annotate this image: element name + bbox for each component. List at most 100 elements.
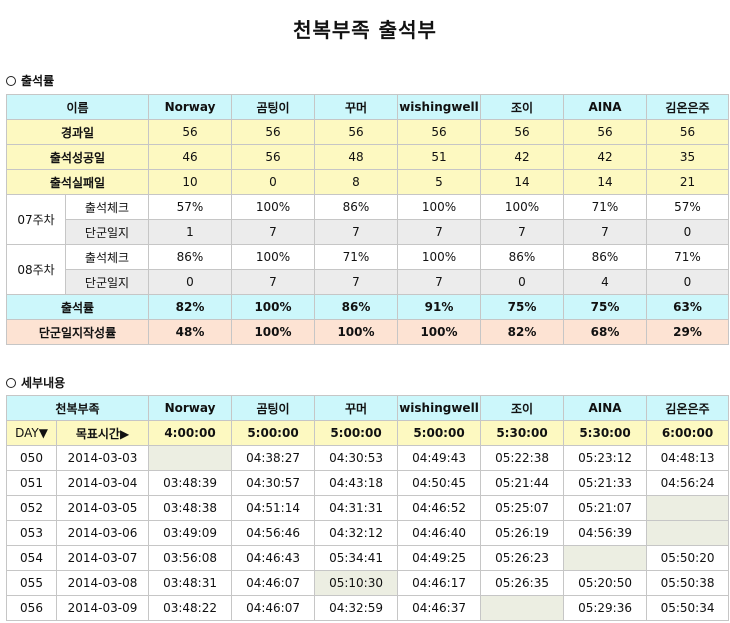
target-time: 5:30:00	[563, 420, 648, 446]
diary-rate-row: 단군일지작성률 48% 100% 100% 100% 82% 68% 29%	[6, 319, 729, 345]
time-cell: 04:56:24	[646, 470, 730, 496]
time-cell: 04:30:57	[231, 470, 316, 496]
week-label: 07주차	[6, 194, 66, 245]
cell: 100%	[480, 194, 564, 220]
time-cell: 04:51:14	[231, 495, 316, 521]
target-time-row: DAY▼ 목표시간▶ 4:00:00 5:00:00 5:00:00 5:00:…	[6, 420, 730, 446]
day-sort-header[interactable]: DAY▼	[6, 420, 57, 446]
row-label: 출석체크	[65, 194, 149, 220]
time-cell: 04:56:39	[563, 520, 648, 546]
time-cell: 05:20:50	[563, 570, 648, 596]
cell: 86%	[314, 294, 398, 320]
section-attendance-rate: 출석률	[6, 72, 54, 89]
cell: 4	[563, 269, 647, 295]
week-label: 08주차	[6, 244, 66, 295]
time-cell: 05:21:44	[480, 470, 565, 496]
date-cell: 2014-03-04	[55, 470, 150, 496]
cell: 7	[231, 269, 315, 295]
cell: 42	[480, 144, 564, 170]
cell: 82%	[480, 319, 564, 345]
cell: 75%	[563, 294, 647, 320]
row-label: 경과일	[6, 119, 149, 145]
target-time: 6:00:00	[646, 420, 730, 446]
time-cell: 05:29:36	[563, 595, 648, 621]
cell: 42	[563, 144, 647, 170]
section-details: 세부내용	[6, 374, 65, 391]
target-time: 4:00:00	[148, 420, 233, 446]
table-row: 051 2014-03-04 03:48:39 04:30:57 04:43:18 04:…	[6, 470, 730, 496]
cell: 100%	[397, 244, 481, 270]
target-time: 5:30:00	[480, 420, 565, 446]
day-cell: 056	[6, 595, 57, 621]
week07-diary-row: 단군일지 1 7 7 7 7 7 0	[6, 219, 729, 245]
table-row: 050 2014-03-03 04:38:27 04:30:53 04:49:43 05:…	[6, 445, 730, 471]
time-cell: 04:50:45	[397, 470, 482, 496]
member-header: 김온은주	[646, 395, 730, 421]
cell: 100%	[397, 319, 481, 345]
cell: 56	[480, 119, 564, 145]
detail-header-row: 천복부족 Norway 곰팅이 꾸머 wishingwell 조이 AINA 김…	[5, 395, 730, 421]
day-cell: 054	[6, 545, 57, 571]
cell: 100%	[231, 194, 315, 220]
time-cell: 04:46:43	[231, 545, 316, 571]
cell: 100%	[231, 294, 315, 320]
cell: 7	[480, 219, 564, 245]
time-cell: 05:50:20	[646, 545, 730, 571]
day-cell: 053	[6, 520, 57, 546]
time-cell: 05:26:19	[480, 520, 565, 546]
time-cell: 05:21:33	[563, 470, 648, 496]
target-time: 5:00:00	[314, 420, 399, 446]
time-cell	[646, 520, 730, 546]
time-cell: 04:48:13	[646, 445, 730, 471]
target-time: 5:00:00	[397, 420, 482, 446]
cell: 100%	[314, 319, 398, 345]
row-label: 단군일지	[65, 269, 149, 295]
time-cell: 04:43:18	[314, 470, 399, 496]
time-cell	[148, 445, 233, 471]
cell: 7	[563, 219, 647, 245]
member-header: wishingwell	[397, 395, 482, 421]
cell: 21	[646, 169, 729, 195]
table-row: 055 2014-03-08 03:48:31 04:46:07 05:10:30 04:…	[6, 570, 730, 596]
time-cell: 04:46:40	[397, 520, 482, 546]
cell: 0	[231, 169, 315, 195]
time-cell: 04:46:37	[397, 595, 482, 621]
cell: 7	[397, 219, 481, 245]
time-cell: 03:48:39	[148, 470, 233, 496]
cell: 1	[148, 219, 232, 245]
time-cell: 04:49:43	[397, 445, 482, 471]
cell: 0	[148, 269, 232, 295]
time-cell: 05:10:30	[314, 570, 399, 596]
section-label: 출석률	[21, 74, 55, 88]
cell: 29%	[646, 319, 729, 345]
member-header: AINA	[563, 395, 648, 421]
member-header: 조이	[480, 94, 564, 120]
time-cell: 03:49:09	[148, 520, 233, 546]
cell: 100%	[397, 194, 481, 220]
day-cell: 052	[6, 495, 57, 521]
cell: 56	[148, 119, 232, 145]
row-label: 출석률	[6, 294, 149, 320]
time-cell	[646, 495, 730, 521]
cell: 14	[563, 169, 647, 195]
cell: 7	[397, 269, 481, 295]
cell: 91%	[397, 294, 481, 320]
cell: 8	[314, 169, 398, 195]
cell: 56	[563, 119, 647, 145]
circle-bullet-icon	[6, 378, 16, 388]
name-header: 이름	[6, 94, 149, 120]
cell: 86%	[148, 244, 232, 270]
row-label: 출석실패일	[6, 169, 149, 195]
cell: 56	[231, 144, 315, 170]
cell: 46	[148, 144, 232, 170]
table-row: 052 2014-03-05 03:48:38 04:51:14 04:31:31 04:…	[6, 495, 730, 521]
time-cell: 03:48:31	[148, 570, 233, 596]
row-label: 출석체크	[65, 244, 149, 270]
week07-check-row: 07주차 출석체크 57% 100% 86% 100% 100% 71% 57%	[6, 194, 729, 245]
member-header: 조이	[480, 395, 565, 421]
time-cell: 04:46:17	[397, 570, 482, 596]
page-title: 천복부족 출석부	[293, 18, 437, 42]
time-cell	[480, 595, 565, 621]
cell: 48	[314, 144, 398, 170]
cell: 7	[314, 219, 398, 245]
